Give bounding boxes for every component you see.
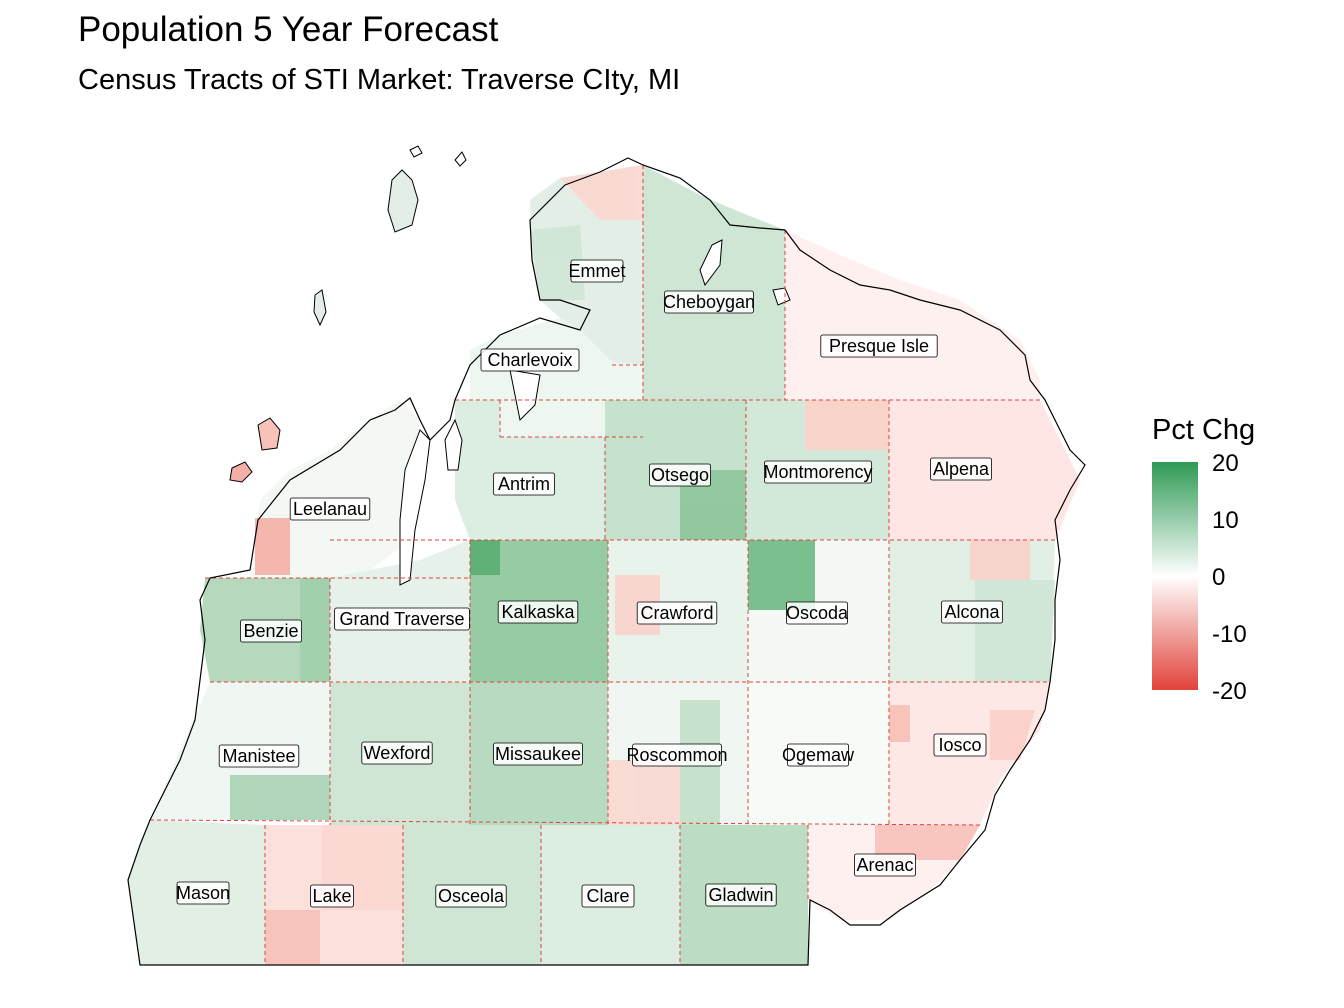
legend-title: Pct Chg [1152, 414, 1256, 446]
county-label-alcona: Alcona [941, 600, 1004, 624]
svg-text:Benzie: Benzie [243, 621, 298, 641]
county-label-benzie: Benzie [239, 619, 302, 643]
svg-text:Manistee: Manistee [222, 746, 295, 766]
svg-text:Oscoda: Oscoda [786, 603, 849, 623]
county-label-clare: Clare [581, 884, 635, 908]
county-label-gladwin: Gladwin [705, 883, 777, 907]
svg-text:Charlevoix: Charlevoix [487, 350, 572, 370]
svg-text:Mason: Mason [176, 883, 230, 903]
svg-text:Clare: Clare [586, 886, 629, 906]
county-label-lake: Lake [310, 884, 354, 908]
svg-text:Crawford: Crawford [640, 603, 713, 623]
county-label-arenac: Arenac [854, 853, 917, 877]
svg-text:Emmet: Emmet [568, 261, 625, 281]
lakes-and-islands [229, 145, 791, 586]
county-label-charlevoix: Charlevoix [480, 348, 580, 372]
svg-text:Cheboygan: Cheboygan [663, 292, 755, 312]
legend-color-bar [1152, 462, 1198, 690]
legend-tick-label: -20 [1212, 678, 1247, 705]
county-label-montmorency: Montmorency [763, 460, 873, 484]
county-label-missaukee: Missaukee [493, 742, 583, 766]
county-label-wexford: Wexford [361, 741, 433, 765]
county-area-antrim [455, 400, 605, 540]
county-label-roscommon: Roscommon [626, 743, 728, 767]
svg-text:Gladwin: Gladwin [708, 885, 773, 905]
tract-accents [230, 165, 1055, 965]
chart-subtitle: Census Tracts of STI Market: Traverse CI… [78, 64, 681, 96]
svg-text:Wexford: Wexford [364, 743, 431, 763]
county-label-leelanau: Leelanau [289, 497, 371, 521]
county-label-presque-isle: Presque Isle [820, 334, 938, 358]
county-label-antrim: Antrim [492, 472, 555, 496]
county-label-ogemaw: Ogemaw [782, 743, 855, 767]
county-area-charlevoix [470, 318, 643, 437]
svg-text:Ogemaw: Ogemaw [782, 745, 855, 765]
county-area-presque-isle [785, 230, 1040, 400]
svg-text:Missaukee: Missaukee [495, 744, 581, 764]
svg-text:Iosco: Iosco [938, 735, 981, 755]
svg-text:Lake: Lake [312, 886, 351, 906]
legend-tick-label: 10 [1212, 507, 1239, 534]
legend-tick-label: -10 [1212, 621, 1247, 648]
county-area-cheboygan [643, 165, 785, 400]
county-label-oscoda: Oscoda [786, 601, 849, 625]
county-label-grand-traverse: Grand Traverse [334, 607, 470, 631]
svg-text:Presque Isle: Presque Isle [829, 336, 929, 356]
county-label-crawford: Crawford [636, 601, 718, 625]
svg-text:Kalkaska: Kalkaska [501, 602, 575, 622]
county-label-osceola: Osceola [435, 884, 507, 908]
svg-text:Alpena: Alpena [933, 459, 990, 479]
county-label-alpena: Alpena [930, 457, 993, 481]
county-label-kalkaska: Kalkaska [497, 600, 579, 624]
chart-title: Population 5 Year Forecast [78, 10, 499, 49]
legend-tick-label: 0 [1212, 564, 1226, 591]
svg-text:Osceola: Osceola [438, 886, 505, 906]
svg-text:Leelanau: Leelanau [293, 499, 367, 519]
county-label-otsego: Otsego [649, 463, 712, 487]
county-area-leelanau [250, 400, 420, 578]
county-label-manistee: Manistee [218, 744, 300, 768]
county-boundaries [149, 165, 1055, 965]
svg-text:Grand Traverse: Grand Traverse [339, 609, 464, 629]
svg-text:Arenac: Arenac [856, 855, 913, 875]
legend-tick-label: 20 [1212, 450, 1239, 477]
svg-text:Alcona: Alcona [944, 602, 1000, 622]
county-label-emmet: Emmet [568, 259, 626, 283]
county-label-iosco: Iosco [933, 733, 987, 757]
svg-text:Otsego: Otsego [651, 465, 709, 485]
county-label-cheboygan: Cheboygan [663, 290, 755, 314]
state-outline [127, 157, 1086, 966]
svg-text:Roscommon: Roscommon [626, 745, 727, 765]
county-label-mason: Mason [176, 881, 230, 905]
svg-text:Antrim: Antrim [498, 474, 550, 494]
svg-text:Montmorency: Montmorency [763, 462, 872, 482]
county-labels: Emmet Cheboygan Charlevoix Presque Isle Antr… [176, 259, 1004, 908]
